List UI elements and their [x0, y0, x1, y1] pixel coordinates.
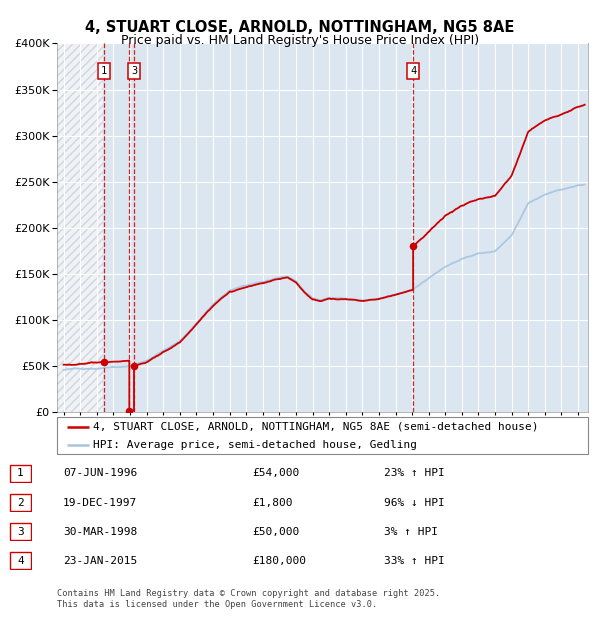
Text: £54,000: £54,000 [252, 468, 299, 479]
Text: Price paid vs. HM Land Registry's House Price Index (HPI): Price paid vs. HM Land Registry's House … [121, 34, 479, 47]
FancyBboxPatch shape [10, 523, 31, 540]
Text: 4: 4 [410, 66, 416, 76]
Text: 19-DEC-1997: 19-DEC-1997 [63, 497, 137, 508]
Text: 23-JAN-2015: 23-JAN-2015 [63, 556, 137, 566]
Text: 1: 1 [17, 468, 24, 479]
Text: 23% ↑ HPI: 23% ↑ HPI [384, 468, 445, 479]
Text: 3% ↑ HPI: 3% ↑ HPI [384, 526, 438, 537]
Text: 1: 1 [101, 66, 107, 76]
Text: 96% ↓ HPI: 96% ↓ HPI [384, 497, 445, 508]
Text: 3: 3 [17, 526, 24, 537]
Text: HPI: Average price, semi-detached house, Gedling: HPI: Average price, semi-detached house,… [93, 440, 417, 450]
Text: 4, STUART CLOSE, ARNOLD, NOTTINGHAM, NG5 8AE: 4, STUART CLOSE, ARNOLD, NOTTINGHAM, NG5… [85, 20, 515, 35]
FancyBboxPatch shape [57, 417, 588, 454]
FancyBboxPatch shape [10, 465, 31, 482]
Text: 3: 3 [131, 66, 137, 76]
Text: 07-JUN-1996: 07-JUN-1996 [63, 468, 137, 479]
Text: £50,000: £50,000 [252, 526, 299, 537]
Text: 2: 2 [17, 497, 24, 508]
FancyBboxPatch shape [10, 494, 31, 511]
Text: 4, STUART CLOSE, ARNOLD, NOTTINGHAM, NG5 8AE (semi-detached house): 4, STUART CLOSE, ARNOLD, NOTTINGHAM, NG5… [93, 422, 539, 432]
Text: 33% ↑ HPI: 33% ↑ HPI [384, 556, 445, 566]
Text: 30-MAR-1998: 30-MAR-1998 [63, 526, 137, 537]
FancyBboxPatch shape [10, 552, 31, 569]
Text: £180,000: £180,000 [252, 556, 306, 566]
Text: £1,800: £1,800 [252, 497, 293, 508]
Text: 4: 4 [17, 556, 24, 566]
Text: Contains HM Land Registry data © Crown copyright and database right 2025.
This d: Contains HM Land Registry data © Crown c… [57, 590, 440, 609]
